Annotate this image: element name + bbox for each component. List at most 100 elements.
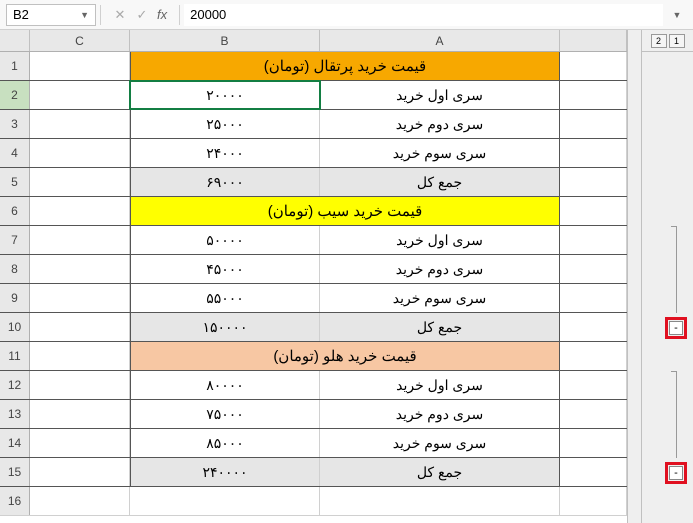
row-header[interactable]: 3 <box>0 110 30 138</box>
cell-value[interactable]: ۴۵۰۰۰ <box>130 255 320 283</box>
row-header[interactable]: 2 <box>0 81 30 109</box>
cell[interactable] <box>560 168 627 196</box>
row-header[interactable]: 12 <box>0 371 30 399</box>
column-header-c[interactable]: C <box>30 30 130 51</box>
cell-label[interactable]: سری دوم خرید <box>320 255 560 283</box>
cell[interactable] <box>30 168 130 196</box>
cell-value[interactable]: ۲۴۰۰۰۰ <box>130 458 320 486</box>
cell[interactable] <box>560 400 627 428</box>
column-header-a[interactable]: A <box>320 30 560 51</box>
cell-label[interactable]: سری اول خرید <box>320 81 560 109</box>
cell[interactable] <box>560 226 627 254</box>
cell[interactable] <box>30 52 130 80</box>
cell[interactable] <box>560 371 627 399</box>
cell-label[interactable]: سری اول خرید <box>320 226 560 254</box>
row-header[interactable]: 8 <box>0 255 30 283</box>
cell-label[interactable]: سری سوم خرید <box>320 429 560 457</box>
cell[interactable] <box>560 197 627 225</box>
row-header[interactable]: 7 <box>0 226 30 254</box>
select-all-corner[interactable] <box>0 30 30 51</box>
cell-value[interactable]: ۲۴۰۰۰ <box>130 139 320 167</box>
cell-label[interactable]: سری سوم خرید <box>320 284 560 312</box>
cell[interactable] <box>560 342 627 370</box>
collapse-group-button[interactable]: - <box>669 466 683 480</box>
table-row: 11 قیمت خرید هلو (تومان) <box>0 342 627 371</box>
row-header[interactable]: 9 <box>0 284 30 312</box>
cell-label[interactable]: سری سوم خرید <box>320 139 560 167</box>
section-header-cell[interactable]: قیمت خرید هلو (تومان) <box>130 342 560 370</box>
row-header[interactable]: 5 <box>0 168 30 196</box>
cell-value[interactable]: ۸۰۰۰۰ <box>130 371 320 399</box>
cancel-icon[interactable]: ✕ <box>109 4 131 26</box>
cell-label[interactable]: جمع کل <box>320 168 560 196</box>
vertical-scrollbar[interactable] <box>627 30 641 523</box>
cell[interactable] <box>560 284 627 312</box>
cell[interactable] <box>30 197 130 225</box>
collapse-group-button[interactable]: - <box>669 321 683 335</box>
cell[interactable] <box>30 371 130 399</box>
cell[interactable] <box>30 400 130 428</box>
cell[interactable] <box>560 139 627 167</box>
row-header[interactable]: 11 <box>0 342 30 370</box>
cell[interactable] <box>30 81 130 109</box>
outline-level-1[interactable]: 1 <box>669 34 685 48</box>
cell[interactable] <box>30 342 130 370</box>
cell[interactable] <box>30 284 130 312</box>
cell[interactable] <box>560 255 627 283</box>
cell[interactable] <box>560 458 627 486</box>
cell[interactable] <box>30 110 130 138</box>
cell[interactable] <box>30 458 130 486</box>
expand-formula-icon[interactable]: ▼ <box>667 4 687 26</box>
cell-value[interactable]: ۸۵۰۰۰ <box>130 429 320 457</box>
cell-value[interactable]: ۶۹۰۰۰ <box>130 168 320 196</box>
cell-value[interactable]: ۷۵۰۰۰ <box>130 400 320 428</box>
cell[interactable] <box>130 487 320 515</box>
outline-header: 2 1 <box>642 30 693 52</box>
cell-value[interactable]: ۵۰۰۰۰ <box>130 226 320 254</box>
cell-label[interactable]: سری دوم خرید <box>320 110 560 138</box>
cell-label[interactable]: سری دوم خرید <box>320 400 560 428</box>
name-box[interactable]: B2 ▼ <box>6 4 96 26</box>
chevron-down-icon[interactable]: ▼ <box>80 10 89 20</box>
cell-value[interactable]: ۵۵۰۰۰ <box>130 284 320 312</box>
cell[interactable] <box>560 313 627 341</box>
cell[interactable] <box>30 429 130 457</box>
table-row: 14 ۸۵۰۰۰سری سوم خرید <box>0 429 627 458</box>
cell-label[interactable]: جمع کل <box>320 313 560 341</box>
cell[interactable] <box>560 110 627 138</box>
cell[interactable] <box>560 52 627 80</box>
outline-row <box>642 342 693 371</box>
check-icon[interactable]: ✓ <box>131 4 153 26</box>
cell-value[interactable]: ۲۵۰۰۰ <box>130 110 320 138</box>
row-header[interactable]: 1 <box>0 52 30 80</box>
cell-value[interactable]: ۲۰۰۰۰ <box>130 81 320 109</box>
row-header[interactable]: 16 <box>0 487 30 515</box>
outline-level-2[interactable]: 2 <box>651 34 667 48</box>
outline-row <box>642 110 693 139</box>
cell[interactable] <box>30 255 130 283</box>
cell[interactable] <box>560 81 627 109</box>
fx-icon[interactable]: fx <box>153 7 171 22</box>
cell[interactable] <box>320 487 560 515</box>
cell[interactable] <box>560 429 627 457</box>
cell[interactable] <box>30 313 130 341</box>
section-header-cell[interactable]: قیمت خرید پرتقال (تومان) <box>130 52 560 80</box>
cell-value[interactable]: ۱۵۰۰۰۰ <box>130 313 320 341</box>
formula-input[interactable]: 20000 <box>184 4 663 26</box>
cell-label[interactable]: سری اول خرید <box>320 371 560 399</box>
row-header[interactable]: 10 <box>0 313 30 341</box>
column-header-b[interactable]: B <box>130 30 320 51</box>
cell[interactable] <box>560 487 627 515</box>
row-header[interactable]: 14 <box>0 429 30 457</box>
cell[interactable] <box>30 487 130 515</box>
outline-row <box>642 371 693 400</box>
row-header[interactable]: 6 <box>0 197 30 225</box>
cell[interactable] <box>30 226 130 254</box>
row-header[interactable]: 13 <box>0 400 30 428</box>
cell-label[interactable]: جمع کل <box>320 458 560 486</box>
cell[interactable] <box>30 139 130 167</box>
table-row: 5 ۶۹۰۰۰جمع کل <box>0 168 627 197</box>
section-header-cell[interactable]: قیمت خرید سیب (تومان) <box>130 197 560 225</box>
row-header[interactable]: 4 <box>0 139 30 167</box>
row-header[interactable]: 15 <box>0 458 30 486</box>
